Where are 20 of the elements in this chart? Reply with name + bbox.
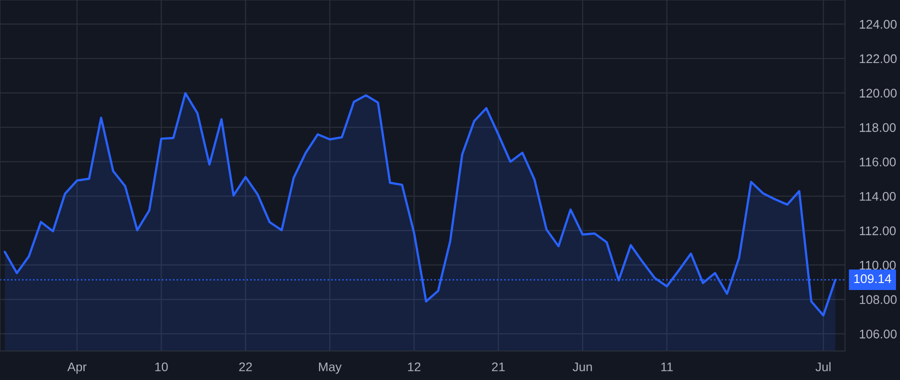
y-tick-label: 112.00 [860,226,896,236]
y-tick-label: 114.00 [860,192,896,201]
x-tick-label: 11 [661,362,673,372]
x-tick-label: 10 [155,362,168,372]
y-tick-label: 124.00 [860,20,897,29]
x-tick-label: 21 [492,362,505,372]
y-tick-label: 116.00 [860,158,896,166]
x-tick-label: 12 [408,362,420,372]
x-tick-label: May [319,362,342,374]
y-tick-label: 120.00 [860,88,897,98]
x-tick-label: Apr [67,362,87,374]
x-tick-label: 22 [239,362,252,372]
y-tick-label: 122.00 [860,54,897,64]
x-tick-label: Jul [816,362,830,372]
y-tick-label: 106.00 [860,330,897,338]
y-tick-label: 118.00 [860,123,896,132]
x-tick-label: Jun [572,362,592,372]
y-tick-label: 108.00 [860,295,897,304]
y-tick-label: 110.00 [860,260,896,270]
ref-line-label: 109.14 [854,274,892,284]
